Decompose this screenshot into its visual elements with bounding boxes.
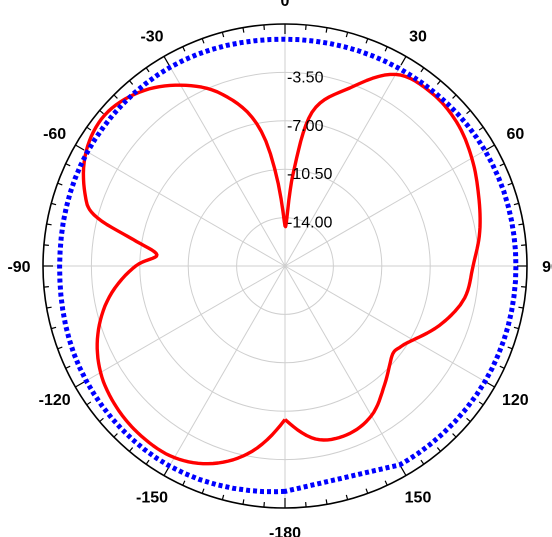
tick-mark: [420, 67, 425, 73]
tick-mark: [86, 401, 92, 406]
series-line-1: [81, 72, 482, 466]
tick-mark: [51, 202, 57, 206]
tick-mark: [384, 480, 388, 486]
tick-mark: [466, 109, 471, 115]
tick-mark: [163, 466, 170, 476]
angle-tick-label: -60: [43, 126, 66, 143]
angle-tick-labels: 0 30 60 90 120 150 -180 -150 -120 -90 -60 -30: [7, 0, 552, 537]
tick-mark: [182, 46, 186, 52]
tick-mark: [513, 326, 519, 330]
tick-mark: [507, 346, 513, 350]
tick-mark: [518, 306, 524, 309]
angle-tick-label: 30: [409, 29, 427, 46]
tick-mark: [201, 38, 205, 44]
tick-mark: [242, 499, 245, 505]
tick-mark: [163, 56, 170, 66]
grid-spoke: [163, 265, 286, 476]
tick-mark: [436, 80, 442, 85]
angle-tick-label: 120: [502, 392, 529, 409]
radial-tick-labels: -3.50 -7.00 -10.50 -14.00: [287, 69, 332, 231]
grid-spoke: [75, 265, 286, 388]
angle-tick-label: -120: [39, 392, 71, 409]
radial-tick-label: -14.00: [287, 215, 332, 232]
tick-mark: [182, 480, 186, 486]
tick-mark: [478, 401, 484, 406]
tick-mark: [65, 163, 71, 167]
tick-mark: [57, 182, 63, 186]
tick-mark: [325, 27, 328, 33]
tick-mark: [478, 126, 484, 131]
tick-mark: [46, 306, 52, 309]
tick-mark: [499, 163, 505, 167]
grid-spoke: [284, 265, 495, 388]
angle-tick-label: -30: [140, 29, 163, 46]
tick-mark: [513, 202, 519, 206]
polar-ticks: [43, 24, 527, 508]
angle-tick-label: -150: [136, 489, 168, 506]
tick-mark: [113, 433, 118, 438]
grid-spoke: [284, 56, 407, 267]
tick-mark: [128, 80, 134, 85]
tick-mark: [221, 32, 225, 38]
tick-mark: [201, 488, 205, 494]
angle-tick-label: 60: [506, 126, 524, 143]
grid-spoke: [284, 265, 407, 476]
angle-tick-label: -90: [7, 259, 30, 276]
tick-mark: [452, 94, 457, 99]
angle-tick-label: -180: [269, 525, 301, 537]
tick-mark: [75, 381, 85, 388]
radial-tick-label: -7.00: [287, 118, 324, 135]
tick-mark: [345, 494, 349, 500]
grid-spoke: [163, 56, 286, 267]
tick-mark: [51, 326, 57, 330]
tick-mark: [400, 466, 407, 476]
tick-mark: [420, 459, 425, 465]
tick-mark: [128, 447, 134, 452]
tick-mark: [436, 447, 442, 452]
tick-mark: [507, 182, 513, 186]
tick-mark: [485, 381, 495, 388]
angle-tick-label: 0: [281, 0, 290, 10]
tick-mark: [57, 346, 63, 350]
tick-mark: [221, 494, 225, 500]
tick-mark: [384, 46, 388, 52]
tick-mark: [75, 144, 85, 151]
angle-tick-label: 150: [405, 489, 432, 506]
tick-mark: [145, 459, 150, 465]
tick-mark: [65, 365, 71, 369]
tick-mark: [518, 223, 524, 226]
tick-mark: [400, 56, 407, 66]
radial-tick-label: -10.50: [287, 166, 332, 183]
tick-mark: [345, 32, 349, 38]
tick-mark: [365, 38, 369, 44]
tick-mark: [452, 433, 457, 438]
tick-mark: [242, 27, 245, 33]
tick-mark: [145, 67, 150, 73]
grid-spoke: [284, 144, 495, 267]
angle-tick-label: 90: [542, 259, 552, 276]
tick-mark: [99, 417, 104, 423]
tick-mark: [466, 417, 471, 423]
tick-mark: [325, 499, 328, 505]
tick-mark: [99, 109, 104, 115]
series-line-2: [57, 36, 519, 495]
radial-tick-label: -3.50: [287, 69, 324, 86]
grid-spoke: [75, 144, 286, 267]
tick-mark: [485, 144, 495, 151]
tick-mark: [46, 223, 52, 226]
tick-mark: [86, 126, 92, 131]
series-group: [57, 36, 519, 495]
tick-mark: [113, 94, 118, 99]
tick-mark: [499, 365, 505, 369]
tick-mark: [365, 488, 369, 494]
